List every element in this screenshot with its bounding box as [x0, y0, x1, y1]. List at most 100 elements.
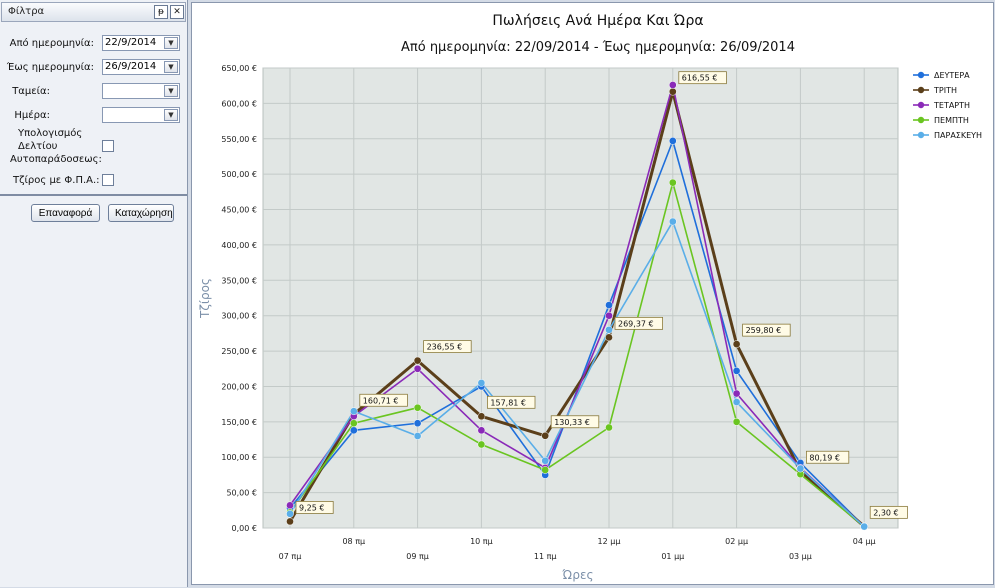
y-tick-label: 600,00 €	[221, 99, 257, 108]
data-point	[605, 325, 613, 334]
chart-container: Πωλήσεις Ανά Ημέρα Και Ώρα Από ημερομηνί…	[191, 2, 994, 585]
filter-panel-title: Φίλτρα	[8, 6, 45, 17]
data-label-box	[614, 316, 663, 330]
series-line	[288, 90, 866, 528]
data-label: 157,81 €	[490, 398, 526, 407]
data-point	[413, 432, 422, 440]
y-tick-label: 200,00 €	[221, 382, 257, 391]
data-label: 9,25 €	[299, 503, 324, 512]
data-point	[541, 466, 550, 474]
data-label: 160,71 €	[363, 396, 399, 405]
series-line	[289, 220, 865, 528]
cashier-select[interactable]: ▼	[102, 83, 180, 99]
data-point	[349, 419, 358, 428]
reset-button[interactable]: Επαναφορά	[31, 204, 100, 222]
data-point	[605, 423, 613, 432]
data-point	[605, 311, 613, 320]
x-tick-label: 11 πμ	[534, 552, 557, 561]
x-tick-label: 04 μμ	[853, 537, 876, 546]
legend-label: ΤΡΙΤΗ	[933, 86, 957, 95]
data-point	[286, 509, 294, 518]
y-tick-label: 350,00 €	[221, 276, 257, 285]
x-tick-label: 08 πμ	[342, 537, 365, 546]
pin-button[interactable]: ᵽ	[154, 5, 168, 19]
data-label: 616,55 €	[682, 74, 718, 83]
data-point	[477, 426, 486, 435]
data-label-box	[806, 450, 850, 464]
chevron-down-icon[interactable]: ▼	[164, 37, 178, 49]
submit-button[interactable]: Καταχώρηση	[108, 204, 174, 222]
data-point	[732, 367, 741, 375]
chevron-down-icon[interactable]: ▼	[164, 109, 178, 121]
y-axis-label: Τζίρος	[198, 278, 212, 319]
from-date-label: Από ημερομηνία:	[9, 38, 94, 49]
y-tick-label: 100,00 €	[221, 453, 257, 462]
data-point	[477, 440, 486, 449]
data-point	[796, 464, 805, 473]
data-point	[541, 431, 550, 440]
from-date-field[interactable]: 22/9/2014 ▼	[102, 35, 180, 51]
data-point	[605, 301, 613, 309]
receipt-calc-label-1: Υπολογισμός	[18, 128, 83, 139]
legend-marker	[917, 131, 925, 139]
data-point	[732, 398, 741, 406]
data-point	[349, 407, 358, 416]
data-label-box	[550, 415, 600, 429]
cashier-label: Ταμεία:	[12, 86, 50, 97]
y-tick-label: 450,00 €	[221, 206, 257, 215]
legend-marker	[917, 86, 925, 94]
series-line	[289, 84, 865, 528]
data-point	[668, 81, 677, 89]
y-tick-label: 500,00 €	[221, 170, 257, 179]
data-label: 80,19 €	[809, 453, 840, 462]
data-point	[349, 426, 358, 435]
filter-panel-header: Φίλτρα ᵽ ✕	[1, 2, 186, 22]
data-point	[477, 412, 486, 421]
data-label: 236,55 €	[427, 343, 463, 352]
receipt-calc-label-3: Αυτοπαράδοσεως:	[10, 154, 102, 165]
data-point	[668, 217, 677, 226]
legend-label: ΔΕΥΤΕΡΑ	[934, 71, 970, 80]
close-button[interactable]: ✕	[170, 5, 184, 19]
data-point	[668, 87, 677, 96]
from-date-value: 22/9/2014	[105, 37, 157, 48]
data-point	[413, 419, 422, 428]
data-label-box	[423, 340, 472, 353]
data-label-box	[295, 501, 334, 514]
x-axis-label: Ώρες	[561, 568, 593, 582]
data-point	[732, 389, 741, 398]
data-point	[286, 517, 294, 526]
data-point	[286, 501, 294, 510]
y-tick-label: 550,00 €	[221, 135, 257, 144]
data-label-box	[359, 393, 408, 407]
data-label-box	[486, 395, 536, 409]
receipt-calc-checkbox[interactable]	[102, 140, 114, 152]
data-point	[668, 178, 677, 187]
day-select[interactable]: ▼	[102, 107, 180, 123]
data-point	[413, 356, 422, 365]
legend-marker	[917, 71, 925, 79]
y-tick-label: 650,00 €	[221, 64, 257, 73]
x-tick-label: 03 μμ	[789, 552, 812, 561]
x-tick-label: 07 πμ	[279, 552, 302, 561]
data-point	[413, 364, 422, 373]
data-label-box	[742, 323, 791, 337]
chevron-down-icon[interactable]: ▼	[164, 61, 178, 73]
data-point	[732, 340, 741, 348]
x-tick-label: 01 μμ	[661, 552, 684, 561]
chevron-down-icon[interactable]: ▼	[164, 85, 178, 97]
chart-title: Πωλήσεις Ανά Ημέρα Και Ώρα	[492, 13, 703, 29]
x-tick-label: 10 πμ	[470, 537, 493, 546]
to-date-value: 26/9/2014	[105, 61, 157, 72]
data-point	[732, 417, 741, 426]
to-date-field[interactable]: 26/9/2014 ▼	[102, 59, 180, 75]
data-point	[668, 137, 677, 145]
data-label: 259,80 €	[746, 326, 782, 335]
data-point	[860, 522, 869, 531]
data-point	[605, 333, 613, 342]
y-tick-label: 250,00 €	[221, 347, 257, 356]
legend-label: ΠΕΜΠΤΗ	[934, 116, 969, 125]
sales-chart: Πωλήσεις Ανά Ημέρα Και Ώρα Από ημερομηνί…	[198, 13, 982, 582]
vat-checkbox[interactable]	[102, 174, 114, 186]
data-label-box	[869, 505, 908, 519]
